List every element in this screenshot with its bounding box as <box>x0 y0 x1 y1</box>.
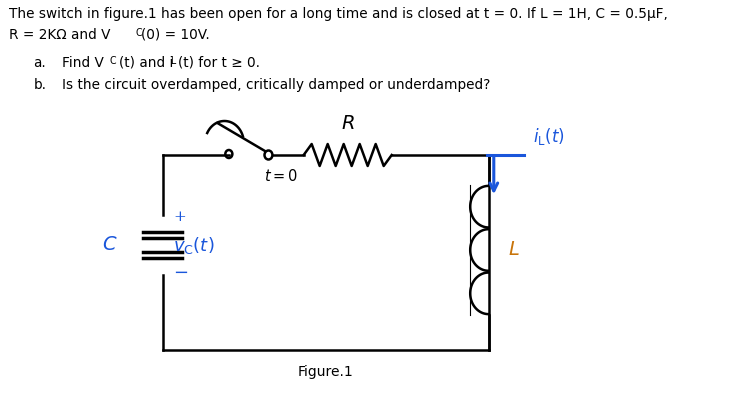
Text: $i_\mathrm{L}(t)$: $i_\mathrm{L}(t)$ <box>533 126 564 147</box>
Text: b.: b. <box>34 78 46 92</box>
Text: a.: a. <box>34 56 46 70</box>
Text: Is the circuit overdamped, critically damped or underdamped?: Is the circuit overdamped, critically da… <box>62 78 490 92</box>
Text: (t) for t ≥ 0.: (t) for t ≥ 0. <box>178 56 260 70</box>
Text: R = 2KΩ and V: R = 2KΩ and V <box>9 28 110 42</box>
Text: $R$: $R$ <box>340 115 355 133</box>
Text: −: − <box>174 264 188 282</box>
Text: $L$: $L$ <box>508 241 519 259</box>
Text: (0) = 10V.: (0) = 10V. <box>141 28 209 42</box>
Text: Figure.1: Figure.1 <box>298 365 354 379</box>
Text: C: C <box>135 28 142 38</box>
Text: $v_\mathrm{C}(t)$: $v_\mathrm{C}(t)$ <box>174 234 215 256</box>
Text: L: L <box>170 56 175 66</box>
Text: $t = 0$: $t = 0$ <box>264 168 298 184</box>
Text: C: C <box>110 56 115 66</box>
Text: Find V: Find V <box>62 56 104 70</box>
Text: $C$: $C$ <box>101 236 117 254</box>
Text: (t) and i: (t) and i <box>118 56 173 70</box>
Text: +: + <box>174 210 186 224</box>
Text: The switch in figure.1 has been open for a long time and is closed at t = 0. If : The switch in figure.1 has been open for… <box>9 7 668 21</box>
